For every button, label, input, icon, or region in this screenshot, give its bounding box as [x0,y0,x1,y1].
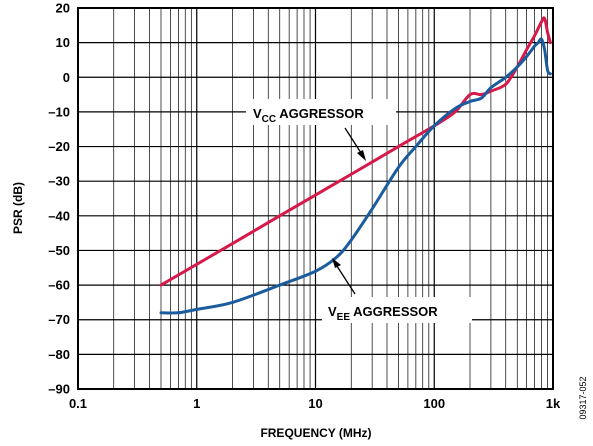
y-tick-label: –50 [48,243,70,258]
x-tick-label: 1 [193,396,200,411]
vcc-annotation-bg [246,99,396,125]
vcc-annotation-arrowhead [357,150,366,161]
series-line-vcc [159,16,552,287]
x-tick-label: 10 [308,396,322,411]
y-tick-label: –20 [48,139,70,154]
y-axis-title: PSR (dB) [11,182,25,234]
figure-id: 09317-052 [578,376,588,419]
y-tick-label: –70 [48,312,70,327]
series-layer [159,16,552,315]
grid [77,7,553,390]
vcc-annotation-arrow [344,127,364,157]
y-tick-label: –80 [48,347,70,362]
y-tick-label: 20 [56,1,70,16]
x-tick-label: 0.1 [69,396,87,411]
series-line-vee [159,37,552,315]
x-axis-title: FREQUENCY (MHz) [260,426,371,440]
x-tick-label: 100 [423,396,445,411]
y-tick-label: 10 [56,35,70,50]
vee-annotation-bg [322,297,472,323]
plot-frame [77,7,554,390]
y-tick-label: –90 [48,382,70,397]
x-tick-label: 1k [546,396,561,411]
y-tick-label: –40 [48,208,70,223]
y-tick-label: 0 [63,70,70,85]
y-tick-label: –60 [48,278,70,293]
vee-annotation: VEE AGGRESSOR [322,258,472,323]
vee-annotation-arrow [334,262,356,295]
vee-annotation-arrowhead [332,258,341,268]
vcc-annotation-label: VCC AGGRESSOR [253,106,364,125]
y-tick-label: –30 [48,174,70,189]
vee-annotation-label: VEE AGGRESSOR [328,304,438,323]
y-tick-label: –10 [48,104,70,119]
vcc-annotation: VCC AGGRESSOR [246,99,396,161]
